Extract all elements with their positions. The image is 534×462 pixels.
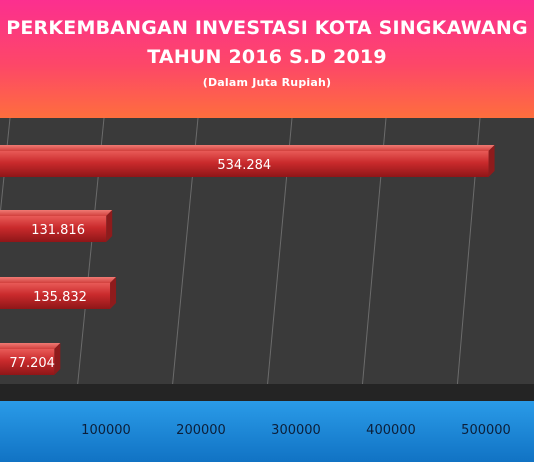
x-axis-tick-labels: 1000002000003000004000005000006 — [81, 423, 511, 438]
plot-back-wall — [0, 118, 534, 388]
bar-front-2 — [0, 283, 111, 309]
data-label-1: 131.816 — [31, 223, 85, 238]
bar-front-1 — [0, 216, 107, 242]
chart-title-line2: TAHUN 2016 S.D 2019 — [147, 46, 387, 68]
bar-front-3 — [0, 349, 55, 375]
bar-top-1 — [0, 210, 113, 216]
bar-end-1 — [106, 210, 113, 242]
title-band — [0, 0, 534, 118]
x-tick-label-2: 300000 — [271, 423, 321, 438]
bar-top-0 — [0, 145, 495, 151]
data-label-3: 77.204 — [9, 356, 55, 371]
bar-end-0 — [488, 145, 495, 177]
x-tick-label-3: 400000 — [366, 423, 416, 438]
bar-3: 77.204 — [0, 343, 61, 375]
axis-band — [0, 401, 534, 462]
bar-top-2 — [0, 277, 117, 283]
bar-front-0 — [0, 151, 489, 177]
bar-end-3 — [54, 343, 61, 375]
bar-1: 131.816 — [0, 210, 113, 242]
bars: 534.284 131.816 135.832 77.204 — [0, 145, 495, 375]
data-label-2: 135.832 — [33, 290, 87, 305]
bar-2: 135.832 — [0, 277, 117, 309]
x-tick-label-4: 500000 — [461, 423, 511, 438]
x-tick-label-0: 100000 — [81, 423, 131, 438]
bar-end-2 — [110, 277, 117, 309]
chart-subtitle: (Dalam Juta Rupiah) — [202, 76, 332, 89]
x-tick-label-1: 200000 — [176, 423, 226, 438]
chart-title-line1: PERKEMBANGAN INVESTASI KOTA SINGKAWANG — [6, 17, 528, 39]
data-label-0: 534.284 — [217, 158, 271, 173]
bar-0: 534.284 — [0, 145, 495, 177]
bar-top-3 — [0, 343, 61, 349]
